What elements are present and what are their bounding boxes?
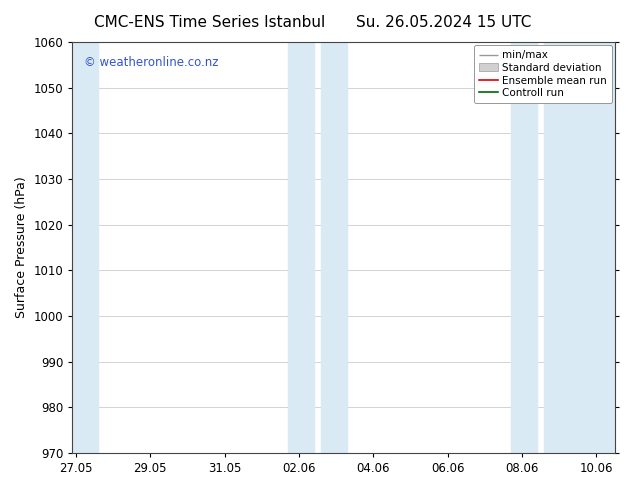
Bar <box>544 42 615 453</box>
Bar <box>288 42 314 453</box>
Y-axis label: Surface Pressure (hPa): Surface Pressure (hPa) <box>15 176 28 318</box>
Bar <box>511 42 537 453</box>
Text: Su. 26.05.2024 15 UTC: Su. 26.05.2024 15 UTC <box>356 15 531 30</box>
Bar <box>321 42 347 453</box>
Legend: min/max, Standard deviation, Ensemble mean run, Controll run: min/max, Standard deviation, Ensemble me… <box>474 45 612 103</box>
Text: CMC-ENS Time Series Istanbul: CMC-ENS Time Series Istanbul <box>94 15 325 30</box>
Bar <box>72 42 98 453</box>
Text: © weatheronline.co.nz: © weatheronline.co.nz <box>84 56 219 70</box>
